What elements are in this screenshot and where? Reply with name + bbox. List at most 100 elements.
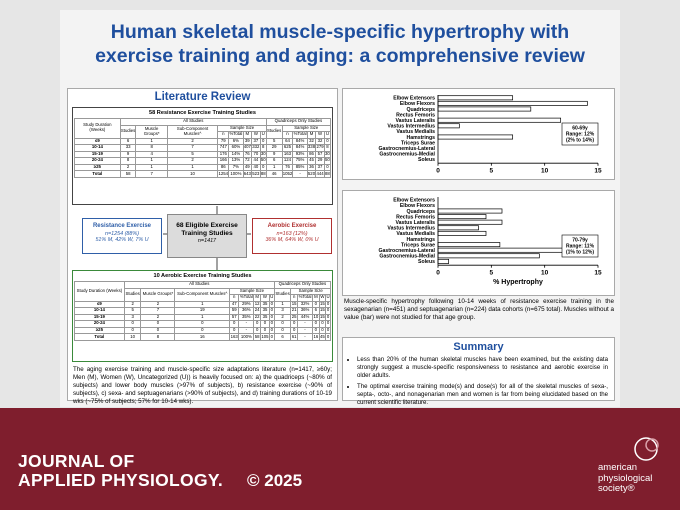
header-cell: Muscle Groups* (135, 124, 168, 139)
bar (437, 225, 479, 231)
table-cell: 20-24 (74, 320, 125, 328)
box-split: 51% M, 42% W, 7% U (95, 237, 149, 244)
bar (437, 208, 503, 214)
table-cell: 16 (174, 333, 231, 341)
bar (437, 214, 487, 220)
table-cell: - (238, 326, 255, 335)
table-cell: 15 (290, 300, 298, 309)
x-tick-label: 15 (594, 168, 602, 175)
table-cell: 1 (273, 300, 292, 309)
category-label: Vastus Medialis (396, 231, 435, 237)
table-cell: 58 (119, 170, 137, 178)
table-cell: 520 (306, 170, 317, 178)
summary-bullet: Less than 20% of the human skeletal musc… (357, 356, 608, 380)
table-cell: 0 (140, 320, 176, 328)
table-cell: 0 (312, 300, 320, 309)
table-cell: 32% (296, 300, 314, 309)
table-row: ≤9 2 2 1 47 29% 12 35 0 1 15 32% 0 15 0 (74, 300, 331, 309)
table-cell: 1052 (281, 170, 294, 178)
bar (437, 247, 567, 253)
category-label: Elbow Extensors (393, 96, 435, 102)
table-cell: 0 (325, 333, 331, 341)
table-cell: 105 (259, 333, 270, 341)
category-label: Elbow Flexors (400, 203, 435, 209)
table-cell: 1254 (217, 170, 230, 178)
table-title: 10 Aerobic Exercise Training Studies (153, 273, 252, 279)
table-cell: 10 (312, 313, 320, 322)
society-line: physiological (598, 472, 653, 484)
table-cell: Total (74, 333, 125, 341)
annotation-box (561, 234, 599, 258)
annotation: Range: 12% (566, 132, 595, 138)
table-cell: 35 (259, 313, 270, 322)
bar (437, 117, 562, 123)
society-name: american physiological society® (598, 462, 653, 495)
table-cell: 10 (123, 333, 142, 341)
table-cell: 10-14 (74, 307, 125, 315)
table-cell: 6 (273, 333, 292, 341)
table-title: 58 Resistance Exercise Training Studies (149, 110, 256, 116)
table-cell: 10 (166, 170, 219, 178)
table-cell: 523 (251, 170, 261, 178)
table-row: 20-24 0 0 0 0-0 0 0 0 0-0 0 0 (74, 320, 331, 328)
table-cell: 2 (140, 300, 176, 309)
resistance-box: Resistance Exercise n=1254 (88%) 51% M, … (82, 218, 162, 254)
table-cell: 58 (253, 333, 261, 341)
table-cell: - (296, 326, 314, 335)
copyright: © 2025 (247, 471, 303, 490)
header-cell: U (269, 294, 275, 302)
table-cell: 3 (273, 307, 292, 315)
table-cell: 0 (273, 326, 292, 335)
table-cell: Total (74, 170, 121, 178)
box-title: Resistance Exercise (92, 223, 152, 229)
footer (0, 408, 680, 510)
table-cell: 45 (318, 333, 327, 341)
resistance-table: 58 Resistance Exercise Training Studies S… (72, 107, 333, 205)
category-label: Vastus Intermedius (387, 226, 435, 232)
box-n: n=1417 (197, 238, 217, 245)
table-row: Total 10 8 16 163 100% 58 105 0 6 61-16 45 0 (74, 333, 331, 341)
header-cell: Studies (119, 124, 137, 139)
header-cell: Sample Size (229, 287, 275, 296)
table-row: 10-14 5 7 19 59 36% 24 35 0 3 21 36% 6 15 0 (74, 307, 331, 315)
header-cell: Sample Size (290, 287, 331, 296)
category-label: Rectus Femoris (396, 112, 435, 118)
header-cell: Studies (123, 287, 142, 302)
table-cell: 44% (296, 313, 314, 322)
annotation: 70-79y (572, 238, 588, 244)
annotation: Range: 11% (566, 244, 595, 250)
x-tick-label: 5 (490, 270, 494, 277)
table-cell: 0 (312, 320, 320, 328)
table-cell: 15-19 (74, 313, 125, 322)
x-tick-label: 0 (436, 270, 440, 277)
logo-ring (645, 438, 659, 452)
category-label: Soleus (418, 259, 435, 265)
category-label: Vastus Lateralis (395, 118, 435, 124)
header-row: Study Duration (Weeks) All Studies Quadric… (74, 281, 332, 302)
table-cell: 12 (253, 300, 261, 309)
table-cell: 88 (259, 170, 267, 178)
table-row: 15-19 3 2 1 57 35% 22 35 0 2 25 44% 10 15 0 (74, 313, 331, 322)
category-label: Quadriceps (406, 209, 435, 215)
table: Study Duration (Weeks) All Studies Quadric… (74, 118, 332, 178)
header-cell: %Total (238, 294, 255, 302)
header-cell: U (325, 294, 331, 302)
header-cell: Studies (265, 124, 283, 139)
society-line: american (598, 462, 638, 473)
arrows (163, 206, 251, 270)
x-tick-label: 10 (541, 270, 549, 277)
table-cell: 25 (290, 313, 298, 322)
x-axis-label: % Hypertrophy (493, 279, 543, 286)
table-cell: 100% (238, 333, 255, 341)
bar (437, 219, 503, 225)
table-row: 15-19 9 4 5 176 14% 76 70 30 9 163 93% 86 57 30 (74, 150, 332, 159)
table-cell: 0 (325, 300, 331, 309)
table-row: ≥25 0 0 0 0-0 0 0 0 0-0 0 0 (74, 326, 331, 335)
summary-list: Less than 20% of the human skeletal musc… (349, 356, 608, 407)
table-cell: - (238, 320, 255, 328)
table-cell: ≤9 (74, 300, 125, 309)
table-cell: 36% (238, 307, 255, 315)
category-label: Elbow Extensors (393, 198, 435, 204)
box-split: 36% M, 64% W, 0% U (265, 237, 319, 244)
